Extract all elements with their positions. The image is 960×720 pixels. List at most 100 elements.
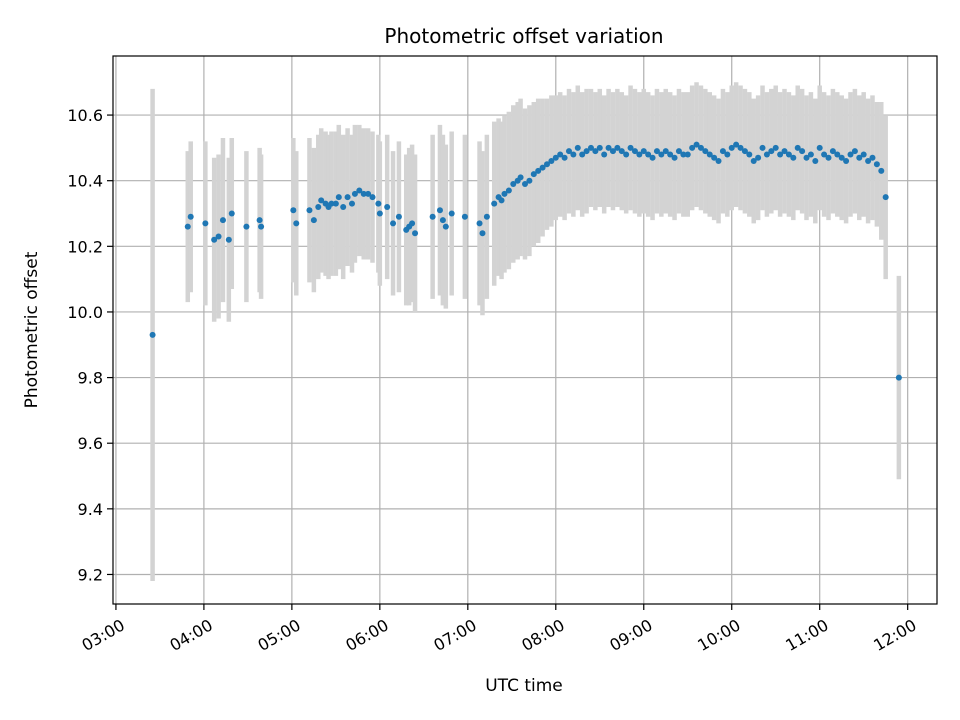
data-point	[483, 213, 490, 220]
data-point	[834, 151, 841, 158]
x-tick-label: 07:00	[430, 615, 479, 655]
data-point	[733, 141, 740, 148]
data-point	[821, 151, 828, 158]
data-point	[498, 197, 505, 204]
y-tick-label: 10.6	[67, 106, 103, 125]
data-point	[384, 203, 391, 210]
data-point	[479, 230, 486, 237]
data-point	[409, 220, 416, 227]
data-point	[865, 158, 872, 165]
data-point	[351, 190, 358, 197]
data-point	[627, 144, 634, 151]
data-point	[256, 217, 263, 224]
data-point	[838, 154, 845, 161]
data-point	[574, 144, 581, 151]
y-axis: 9.2 9.4 9.6 9.8 10.0 10.2 10.4 10.6	[67, 106, 113, 584]
data-point	[587, 144, 594, 151]
data-point	[369, 194, 376, 201]
plot-frame	[112, 55, 938, 605]
data-point	[335, 194, 342, 201]
data-point	[649, 154, 656, 161]
data-point	[522, 180, 528, 187]
data-point	[318, 197, 325, 204]
data-point	[605, 144, 612, 151]
data-point	[557, 151, 564, 158]
errorbars	[150, 82, 902, 582]
data-point	[505, 187, 512, 194]
data-point	[790, 154, 797, 161]
data-point	[290, 207, 297, 214]
data-point	[746, 151, 753, 158]
data-point	[596, 144, 603, 151]
data-point	[777, 151, 784, 158]
data-point	[618, 148, 625, 155]
data-point	[803, 154, 810, 161]
data-point	[662, 148, 669, 155]
data-point	[552, 154, 559, 161]
data-point	[356, 187, 363, 194]
data-point	[579, 151, 586, 158]
data-point	[365, 190, 372, 197]
data-point	[360, 190, 367, 197]
data-point	[645, 151, 652, 158]
data-point	[724, 151, 731, 158]
data-point	[501, 190, 508, 197]
data-point	[348, 200, 355, 207]
data-point	[799, 148, 806, 155]
data-point	[561, 154, 568, 161]
data-point	[315, 203, 322, 210]
data-point	[187, 213, 194, 220]
x-tick-label: 04:00	[166, 615, 215, 655]
data-point	[375, 200, 382, 207]
y-tick-label: 10.4	[67, 172, 103, 191]
data-point	[728, 144, 735, 151]
data-point	[715, 158, 722, 165]
data-point	[772, 144, 779, 151]
data-point	[860, 151, 867, 158]
data-point	[640, 148, 647, 155]
data-point	[763, 151, 770, 158]
chart-title: Photometric offset variation	[384, 24, 663, 48]
data-point	[697, 144, 704, 151]
data-point	[293, 220, 300, 227]
data-point	[376, 210, 383, 217]
data-point	[816, 144, 823, 151]
data-point	[243, 223, 250, 230]
data-point	[702, 148, 709, 155]
data-point	[215, 233, 222, 240]
data-point	[517, 174, 524, 181]
y-axis-title: Photometric offset	[22, 251, 42, 408]
data-point	[510, 180, 517, 187]
data-point	[631, 148, 638, 155]
data-point	[843, 158, 850, 165]
data-point	[439, 217, 446, 224]
data-point	[873, 161, 880, 168]
data-point	[539, 164, 546, 171]
data-point	[794, 144, 801, 151]
data-point	[623, 151, 630, 158]
x-tick-label: 09:00	[606, 615, 655, 655]
y-tick-label: 10.0	[67, 303, 103, 322]
data-point	[211, 236, 218, 243]
data-point	[737, 144, 744, 151]
data-point	[847, 151, 854, 158]
y-tick-label: 9.2	[78, 565, 103, 584]
x-tick-label: 11:00	[782, 615, 831, 655]
x-tick-label: 05:00	[254, 615, 303, 655]
data-point	[583, 148, 590, 155]
data-point	[310, 217, 317, 224]
data-point	[658, 151, 665, 158]
data-point	[609, 148, 616, 155]
data-point	[328, 200, 335, 207]
data-point	[306, 207, 313, 214]
data-point	[258, 223, 265, 230]
data-point	[228, 210, 235, 217]
data-point	[530, 171, 537, 178]
data-point	[225, 236, 232, 243]
data-point	[436, 207, 443, 214]
x-tick-label: 06:00	[342, 615, 391, 655]
data-point	[768, 148, 775, 155]
data-point	[869, 154, 876, 161]
data-point	[829, 148, 836, 155]
